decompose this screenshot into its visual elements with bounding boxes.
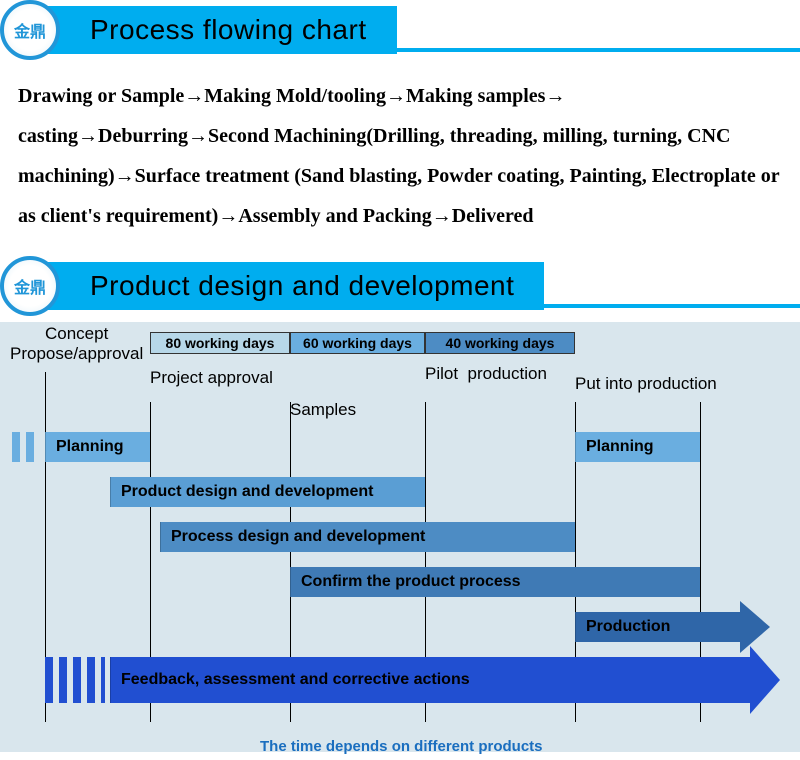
gantt-chart: Concept Propose/approval Project approval… — [0, 322, 800, 752]
milestone-label: Project approval — [150, 368, 273, 388]
gantt-bar: Process design and development — [160, 522, 575, 552]
milestone-label: Concept Propose/approval — [10, 324, 143, 364]
gantt-bar: Feedback, assessment and corrective acti… — [110, 657, 750, 703]
milestone-label: Put into production — [575, 374, 717, 394]
gantt-footnote: The time depends on different products — [260, 738, 543, 755]
logo-icon: 金鼎 — [0, 256, 60, 316]
gantt-bar-lead — [12, 432, 40, 462]
gantt-footer-cell: 80 working days — [150, 332, 290, 354]
gantt-bar: Confirm the product process — [290, 567, 700, 597]
gantt-bar: Planning — [575, 432, 700, 462]
section-title-bar: Process flowing chart — [30, 6, 397, 54]
section-title: Product design and development — [90, 270, 514, 301]
logo-icon: 金鼎 — [0, 0, 60, 60]
milestone-label: Pilot production — [425, 364, 547, 384]
section-title-bar: Product design and development — [30, 262, 544, 310]
section-title: Process flowing chart — [90, 14, 367, 45]
arrow-head-icon — [750, 646, 780, 714]
logo-text: 金鼎 — [14, 18, 46, 42]
gantt-bar-lead — [45, 657, 105, 703]
gantt-footer-cell: 60 working days — [290, 332, 425, 354]
section-header-process: 金鼎 Process flowing chart — [0, 0, 800, 60]
milestone-label: Samples — [290, 400, 356, 420]
process-flow-text: Drawing or Sample→Making Mold/tooling→Ma… — [0, 66, 800, 256]
logo-text: 金鼎 — [14, 274, 46, 298]
header-underline — [544, 304, 800, 308]
gantt-footer-cell: 40 working days — [425, 332, 575, 354]
section-header-product: 金鼎 Product design and development — [0, 256, 800, 316]
gantt-bar: Planning — [45, 432, 150, 462]
gantt-bar: Product design and development — [110, 477, 425, 507]
gantt-bar: Production — [575, 612, 740, 642]
header-underline — [397, 48, 800, 52]
